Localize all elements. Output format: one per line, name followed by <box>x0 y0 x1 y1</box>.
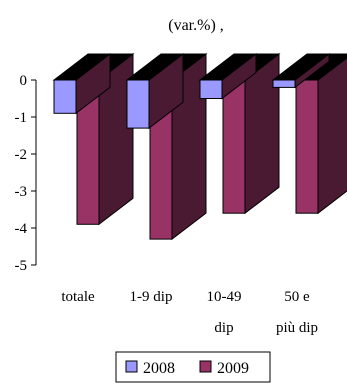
y-tick-label: -1 <box>15 110 28 126</box>
bar-2008 <box>125 52 185 130</box>
legend-swatch <box>125 360 138 373</box>
bars-layer <box>52 52 347 241</box>
y-tick-label: -4 <box>15 221 28 237</box>
bar-front-face <box>222 79 246 214</box>
category-label: più dip <box>276 320 318 336</box>
y-tick-label: 0 <box>20 73 28 89</box>
category-label: 50 e <box>284 289 310 305</box>
chart-title: (var.%) , <box>168 17 224 34</box>
y-axis: 0 -1 -2 -3 -4 -5 <box>15 73 37 274</box>
bar-side-face <box>244 52 280 215</box>
legend-label: 2008 <box>143 360 175 377</box>
bar-2009 <box>294 53 347 215</box>
bar-2009 <box>75 52 135 226</box>
bar-front-face <box>53 79 77 114</box>
bar-side-face <box>317 57 347 215</box>
bar-2008 <box>198 52 258 100</box>
y-tick-label: -5 <box>15 258 28 274</box>
category-label: dip <box>214 320 233 336</box>
category-labels: totale 1-9 dip 10-49 dip 50 e più dip <box>61 289 318 336</box>
bar-2008 <box>52 52 112 115</box>
bar-front-face <box>272 79 296 88</box>
bar-2008 <box>271 52 331 89</box>
legend-swatch <box>199 360 212 373</box>
category-label: 10-49 <box>207 289 242 305</box>
y-tick-label: -2 <box>15 147 28 163</box>
bar-front-face <box>126 79 150 129</box>
y-tick-label: -3 <box>15 184 28 200</box>
category-label: totale <box>61 289 95 305</box>
legend-label: 2009 <box>217 360 249 377</box>
legend: 2008 2009 <box>115 351 271 383</box>
bar-front-face <box>199 79 223 99</box>
category-label: 1-9 dip <box>130 289 173 305</box>
bar-front-face <box>295 79 319 214</box>
legend-box <box>115 351 271 383</box>
